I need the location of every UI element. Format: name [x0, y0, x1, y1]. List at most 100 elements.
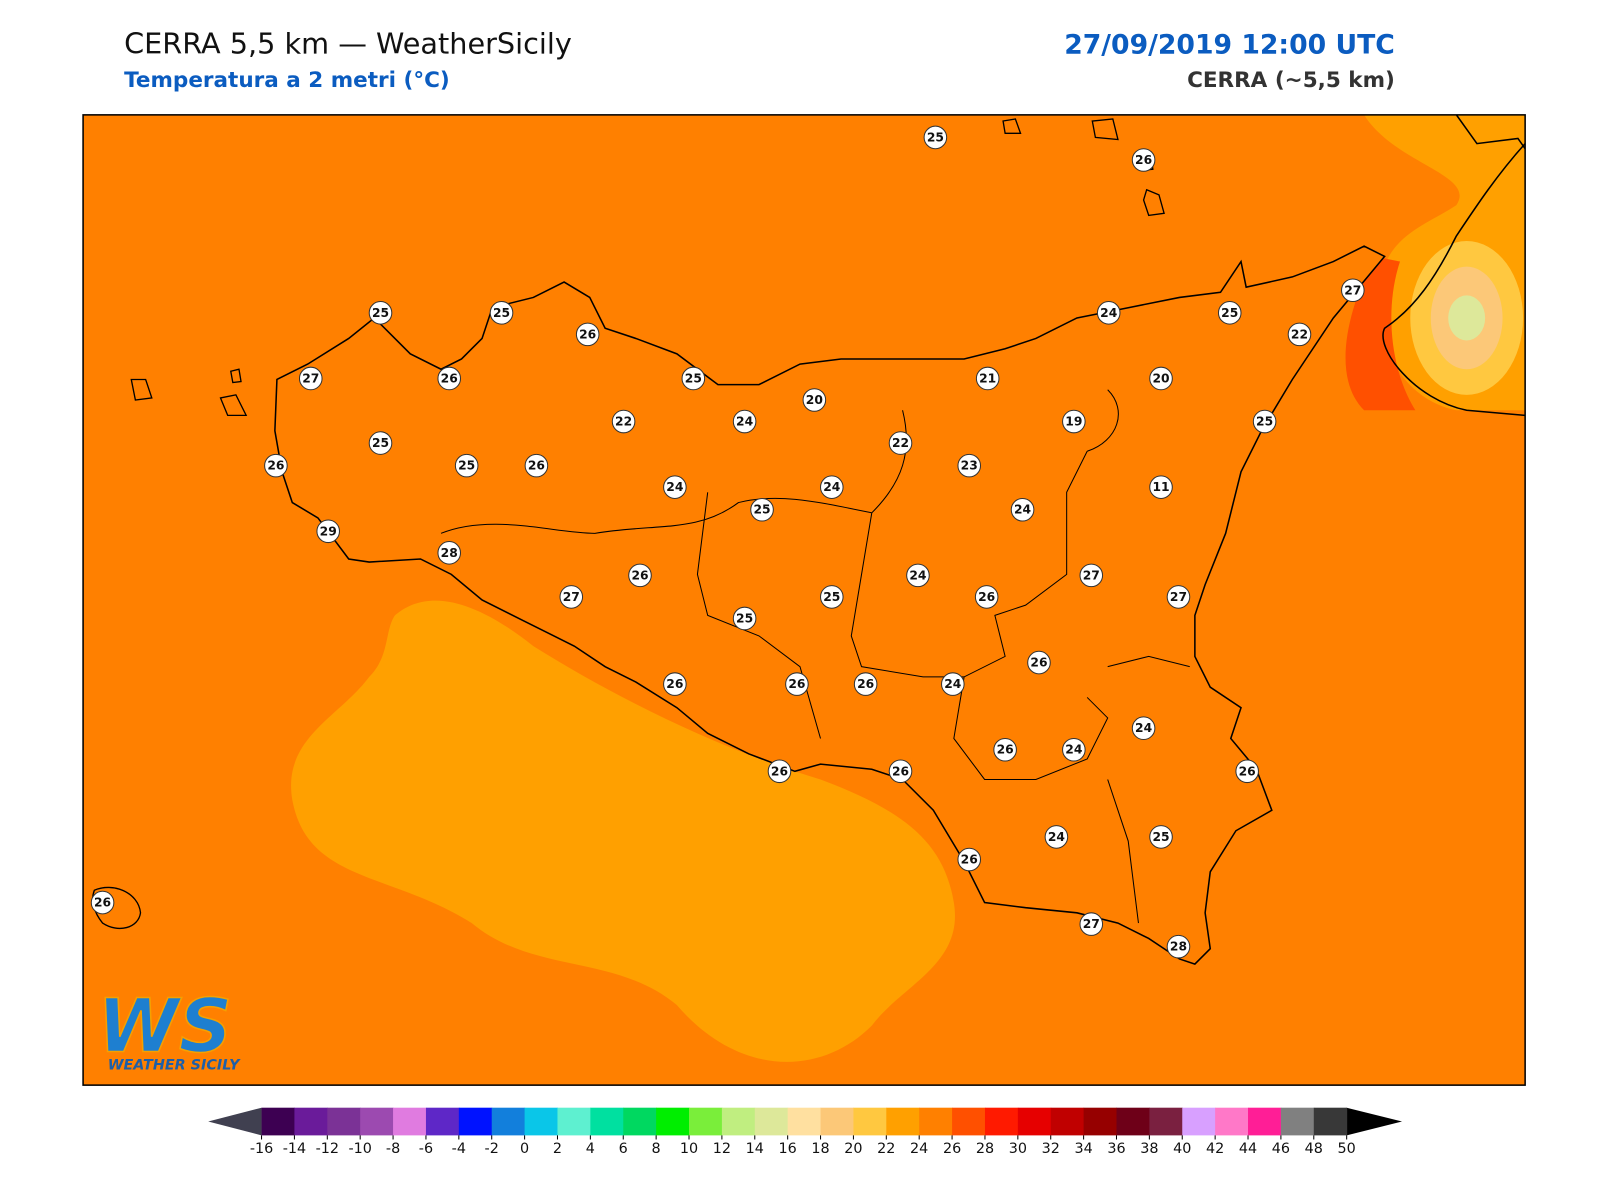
colorbar-box	[886, 1107, 920, 1136]
station-value: 25	[823, 590, 840, 604]
station-marker	[819, 475, 844, 499]
colorbar-box	[1182, 1107, 1216, 1136]
colorbar-tick-label: 40	[1173, 1141, 1191, 1157]
station-value: 26	[267, 459, 284, 473]
colorbar-box	[327, 1107, 361, 1136]
station-marker	[1079, 563, 1104, 588]
station-value: 26	[892, 764, 909, 778]
station-marker	[974, 585, 999, 609]
colorbar-box	[1149, 1107, 1183, 1136]
colorbar-box	[1017, 1107, 1052, 1136]
colorbar-tick-label: 34	[1074, 1141, 1092, 1157]
logo-letters: WS	[97, 983, 232, 1069]
station-marker	[1131, 716, 1156, 740]
station-value: 26	[788, 677, 805, 691]
station-marker	[1062, 409, 1086, 434]
colorbar-tick-label: 42	[1206, 1141, 1224, 1157]
station-marker	[767, 759, 792, 784]
map-frame	[82, 114, 1526, 1086]
station-value: 26	[997, 743, 1014, 757]
station-marker	[524, 453, 549, 478]
station-marker	[732, 409, 757, 434]
colorbar-box	[656, 1107, 690, 1136]
station-value: 24	[823, 480, 840, 494]
colorbar-tick-label: -2	[485, 1141, 499, 1157]
station-value: 22	[1291, 327, 1308, 341]
colorbar-tick-label: 22	[877, 1141, 895, 1157]
colorbar-box	[820, 1107, 854, 1136]
station-marker	[1149, 825, 1173, 849]
colorbar-tick-label: -10	[348, 1141, 371, 1157]
colorbar-box	[623, 1107, 657, 1136]
colorbar-box	[1083, 1107, 1118, 1136]
station-value: 20	[1152, 371, 1169, 385]
station-marker	[957, 847, 982, 872]
colorbar-tick-label: 36	[1107, 1141, 1125, 1157]
station-value: 25	[458, 459, 475, 473]
colorbar-over	[1346, 1107, 1403, 1136]
province-borders	[440, 389, 1190, 924]
station-marker	[663, 475, 687, 499]
station-marker	[923, 125, 948, 150]
station-marker	[264, 453, 288, 478]
field-region	[1448, 295, 1486, 341]
station-value: 27	[1170, 590, 1187, 604]
station-marker	[975, 366, 1000, 391]
station-marker	[1252, 409, 1277, 434]
subtitle: Temperatura a 2 metri (°C)	[124, 68, 450, 93]
station-marker	[732, 606, 757, 631]
station-marker	[1079, 912, 1104, 936]
colorbar-tick-label: 10	[680, 1141, 698, 1157]
colorbar-tick-label: -12	[316, 1141, 339, 1157]
station-value: 26	[857, 677, 874, 691]
station-value: 24	[1135, 721, 1152, 735]
colorbar-box	[1050, 1107, 1085, 1136]
station-marker	[437, 366, 462, 391]
colorbar-tick-label: -8	[386, 1141, 400, 1157]
colorbar-box	[1116, 1107, 1150, 1136]
station-value: 24	[736, 415, 753, 429]
station-value: 24	[1048, 830, 1065, 844]
station-value: 26	[1030, 656, 1047, 670]
station-marker	[1166, 934, 1191, 959]
station-marker	[1166, 585, 1191, 609]
station-marker	[1010, 497, 1035, 522]
station-value: 25	[1152, 830, 1169, 844]
station-marker	[1149, 475, 1173, 499]
station-marker	[681, 366, 706, 391]
colorbar-tick-label: -16	[250, 1141, 273, 1157]
colorbar-tick-label: 8	[652, 1141, 661, 1157]
station-marker	[819, 585, 844, 609]
colorbar-box	[1313, 1107, 1348, 1136]
station-marker	[906, 563, 930, 588]
map-area	[83, 114, 1526, 1086]
station-marker	[1062, 737, 1086, 762]
station-marker	[611, 409, 636, 434]
station-value: 24	[1014, 503, 1031, 517]
colorbar-tick-label: 18	[811, 1141, 829, 1157]
station-value: 27	[1344, 283, 1361, 297]
colorbar-box	[294, 1107, 328, 1136]
station-value: 27	[1083, 568, 1100, 582]
station-value: 26	[94, 896, 111, 910]
colorbar-under	[208, 1107, 262, 1136]
field-region	[291, 600, 955, 1062]
colorbar-tick-label: 12	[713, 1141, 731, 1157]
station-value: 25	[493, 306, 510, 320]
station-value: 21	[979, 371, 996, 385]
station-value: 11	[1152, 480, 1169, 494]
colorbar-tick-label: 0	[520, 1141, 529, 1157]
colorbar-tick-label: 4	[586, 1141, 595, 1157]
colorbar-box	[952, 1107, 986, 1136]
station-marker	[802, 388, 827, 412]
station-marker	[575, 322, 600, 347]
colorbar-tick-label: 6	[619, 1141, 628, 1157]
station-marker	[888, 431, 913, 455]
colorbar-box	[524, 1107, 558, 1136]
station-marker	[1027, 650, 1051, 675]
station-value: 25	[685, 371, 702, 385]
station-value: 20	[806, 393, 823, 407]
colorbar: -16 -14 -12 -10 -8 -6 -4 -2 0 2 4 6 8 10 12 14 16 18 20 22 2…	[208, 1107, 1403, 1157]
station-value: 26	[666, 677, 683, 691]
